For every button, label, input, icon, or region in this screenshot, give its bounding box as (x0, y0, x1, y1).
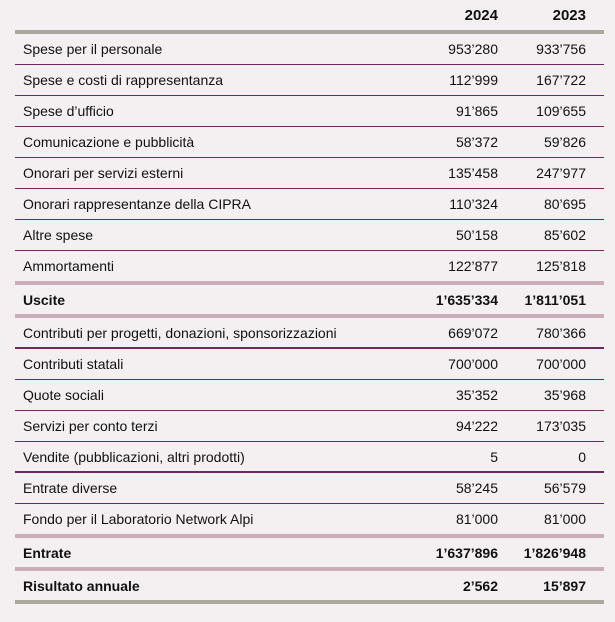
row-label: Contributi statali (23, 356, 124, 372)
table-row: Altre spese 50’158 85’602 (15, 220, 604, 251)
row-label: Altre spese (23, 227, 94, 243)
value-2024: 35’352 (455, 387, 498, 403)
table-row: Spese per il personale 953’280 933’756 (15, 34, 604, 65)
value-2024: 94’222 (455, 418, 498, 434)
value-2024: 1’635’334 (435, 291, 498, 308)
value-2024: 5 (490, 448, 498, 465)
value-2024: 91’865 (455, 103, 498, 119)
table-row: Servizi per conto terzi 94’222 173’035 (15, 411, 604, 442)
table-row: Contributi statali 700’000 700’000 (15, 349, 604, 380)
value-2023: 59’826 (543, 134, 586, 150)
row-label: Onorari per servizi esterni (23, 165, 184, 181)
table-row: Contributi per progetti, donazioni, spon… (15, 318, 604, 349)
row-label: Onorari rappresentanze della CIPRA (23, 196, 252, 212)
table-row: Onorari rappresentanze della CIPRA 110’32… (15, 189, 604, 220)
value-2024: 669’072 (448, 324, 498, 341)
row-label: Servizi per conto terzi (23, 418, 158, 434)
value-2024: 953’280 (448, 41, 498, 57)
value-2024: 81’000 (455, 511, 498, 527)
table-row: Spese e costi di rappresentanza 112’999 16… (15, 65, 604, 96)
table-row: Onorari per servizi esterni 135’458 247’97… (15, 158, 604, 189)
value-2024: 122’877 (448, 258, 498, 274)
value-2023: 780’366 (536, 324, 586, 341)
value-2023: 15’897 (543, 577, 586, 594)
row-label: Entrate (23, 544, 72, 561)
value-2023: 173’035 (536, 418, 586, 434)
value-2024: 58’372 (455, 134, 498, 150)
row-label: Spese per il personale (23, 41, 163, 57)
table-row: Vendite (pubblicazioni, altri prodotti) 5… (15, 442, 604, 473)
row-label: Spese d’ufficio (23, 103, 114, 119)
value-2024: 112’999 (449, 72, 498, 88)
header-2024: 2024 (464, 6, 498, 24)
total-rule (15, 314, 604, 318)
total-rule (15, 534, 604, 538)
row-label: Entrate diverse (23, 480, 118, 496)
income-total-row: Entrate 1’637’896 1’826’948 (15, 538, 604, 567)
total-rule (15, 281, 604, 285)
row-label: Ammortamenti (23, 258, 115, 274)
row-label: Quote sociali (23, 387, 104, 403)
value-2023: 109’655 (536, 103, 586, 119)
value-2023: 933’756 (536, 41, 586, 57)
value-2024: 1’637’896 (435, 544, 498, 561)
value-2023: 0 (578, 448, 586, 465)
row-label: Vendite (pubblicazioni, altri prodotti) (23, 448, 245, 465)
value-2023: 81’000 (543, 511, 586, 527)
row-label: Fondo per il Laboratorio Network Alpi (23, 511, 254, 527)
expenses-total-row: Uscite 1’635’334 1’811’051 (15, 285, 604, 314)
table-row: Quote sociali 35’352 35’968 (15, 380, 604, 411)
value-2023: 1’811’051 (524, 291, 586, 308)
value-2024: 50’158 (455, 227, 498, 243)
table-row: Spese d’ufficio 91’865 109’655 (15, 96, 604, 127)
value-2023: 56’579 (543, 480, 586, 496)
value-2024: 110’324 (449, 196, 498, 212)
row-label: Risultato annuale (23, 577, 140, 594)
row-label: Comunicazione e pubblicità (23, 134, 195, 150)
row-label: Contributi per progetti, donazioni, spon… (23, 324, 337, 341)
value-2024: 2’562 (462, 577, 498, 594)
value-2023: 85’602 (543, 227, 586, 243)
value-2024: 58’245 (455, 480, 498, 496)
expenses-section: Spese per il personale 953’280 933’756 Spes… (15, 34, 604, 282)
header-2023: 2023 (552, 6, 586, 24)
row-label: Spese e costi di rappresentanza (23, 72, 224, 88)
value-2023: 80’695 (543, 196, 586, 212)
value-2023: 167’722 (536, 72, 586, 88)
value-2023: 247’977 (536, 165, 586, 181)
table-row: Comunicazione e pubblicità 58’372 59’826 (15, 127, 604, 158)
value-2023: 125’818 (536, 258, 586, 274)
value-2024: 700’000 (448, 356, 498, 372)
value-2023: 35’968 (543, 387, 586, 403)
result-row: Risultato annuale 2’562 15’897 (15, 571, 604, 600)
bottom-rule (15, 600, 604, 604)
value-2023: 700’000 (536, 356, 586, 372)
value-2023: 1’826’948 (523, 544, 586, 561)
table-header: 2024 2023 (15, 0, 604, 30)
table-row: Entrate diverse 58’245 56’579 (15, 473, 604, 504)
financial-table: 2024 2023 Spese per il personale 953’280 9… (15, 0, 604, 604)
total-rule (15, 567, 604, 571)
row-label: Uscite (23, 291, 66, 308)
table-row: Fondo per il Laboratorio Network Alpi 81’… (15, 504, 604, 535)
header-rule (15, 30, 604, 34)
income-section: Contributi per progetti, donazioni, spon… (15, 318, 604, 535)
table-row: Ammortamenti 122’877 125’818 (15, 251, 604, 282)
value-2024: 135’458 (448, 165, 498, 181)
